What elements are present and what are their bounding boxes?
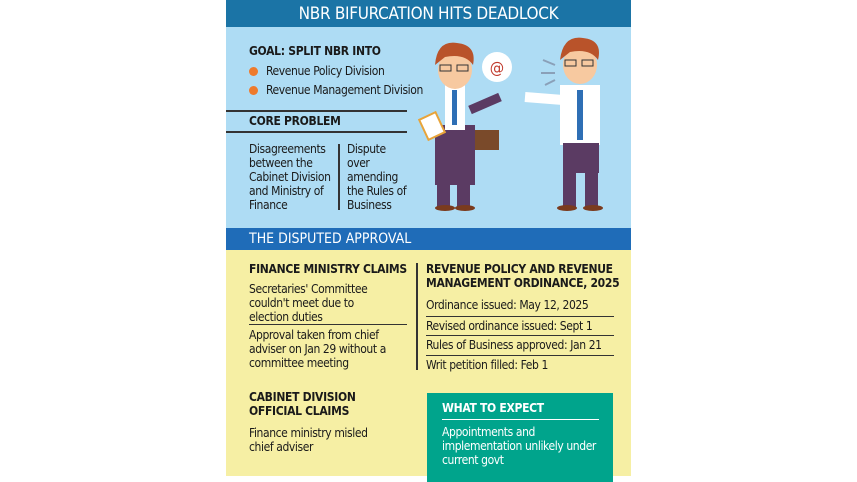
bullet-icon [249, 66, 258, 76]
expect-heading: WHAT TO EXPECT [442, 401, 544, 415]
divider [338, 144, 340, 210]
finance-claim: Secretaries' Committee couldn't meet due… [249, 282, 368, 324]
ordinance-item: Writ petition filled: Feb 1 [426, 358, 548, 372]
ordinance-item: Revised ordinance issued: Sept 1 [426, 319, 593, 333]
divider [426, 355, 614, 356]
goal-item-text: Revenue Management Division [266, 83, 423, 97]
title: NBR BIFURCATION HITS DEADLOCK [226, 0, 631, 27]
goal-item: Revenue Policy Division [249, 64, 385, 78]
core-problem-right: Dispute over amending the Rules of Busin… [347, 142, 407, 212]
goal-item-text: Revenue Policy Division [266, 64, 385, 78]
divider [226, 131, 407, 133]
divider [226, 110, 407, 112]
ordinance-item: Rules of Business approved: Jan 21 [426, 338, 602, 352]
expect-text: Appointments and implementation unlikely… [442, 425, 596, 467]
core-problem-left: Disagreements between the Cabinet Divisi… [249, 142, 331, 212]
man-right-icon [524, 37, 603, 211]
ordinance-item: Ordinance issued: May 12, 2025 [426, 298, 589, 312]
what-to-expect-box: WHAT TO EXPECT Appointments and implemen… [427, 393, 613, 482]
man-left-icon [417, 42, 502, 211]
finance-heading: FINANCE MINISTRY CLAIMS [249, 262, 407, 276]
finance-claim: Approval taken from chief adviser on Jan… [249, 328, 386, 370]
divider [249, 324, 407, 325]
section-heading: THE DISPUTED APPROVAL [226, 228, 631, 250]
divider [416, 263, 418, 370]
divider [426, 316, 614, 317]
bullet-icon [249, 85, 258, 95]
speech-bubble-icon: @ [482, 52, 512, 82]
ordinance-heading: REVENUE POLICY AND REVENUE MANAGEMENT OR… [426, 262, 620, 290]
cabinet-claim: Finance ministry misled chief adviser [249, 426, 368, 454]
core-problem-heading: CORE PROBLEM [249, 114, 341, 128]
divider [426, 335, 614, 336]
arguing-businessmen-illustration: @ [417, 37, 603, 211]
goal-item: Revenue Management Division [249, 83, 423, 97]
goal-heading: GOAL: SPLIT NBR INTO [249, 44, 381, 58]
divider [442, 419, 599, 420]
speech-bubble-text: @ [490, 58, 504, 77]
cabinet-heading: CABINET DIVISION OFFICIAL CLAIMS [249, 390, 356, 418]
